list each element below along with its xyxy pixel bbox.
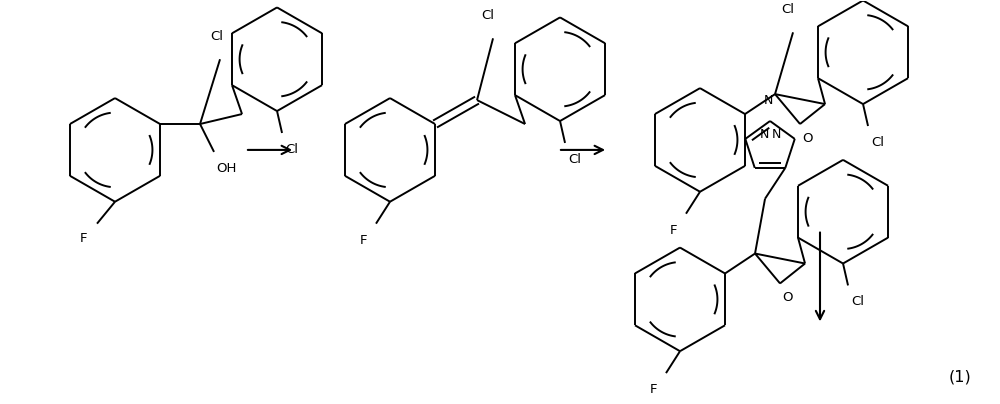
Text: O: O	[802, 132, 813, 145]
Text: Cl: Cl	[782, 3, 795, 17]
Text: Cl: Cl	[851, 295, 864, 308]
Text: Cl: Cl	[211, 30, 224, 43]
Text: N: N	[763, 94, 773, 107]
Text: F: F	[360, 234, 367, 246]
Text: F: F	[650, 383, 657, 396]
Text: Cl: Cl	[871, 136, 884, 149]
Text: F: F	[79, 231, 87, 244]
Text: N: N	[771, 128, 781, 141]
Text: F: F	[670, 224, 677, 237]
Text: O: O	[782, 291, 793, 304]
Text: Cl: Cl	[482, 9, 495, 22]
Text: Cl: Cl	[285, 143, 298, 156]
Text: OH: OH	[216, 162, 236, 175]
Text: Cl: Cl	[568, 153, 581, 166]
Text: N: N	[759, 128, 769, 141]
Text: (1): (1)	[949, 369, 971, 384]
